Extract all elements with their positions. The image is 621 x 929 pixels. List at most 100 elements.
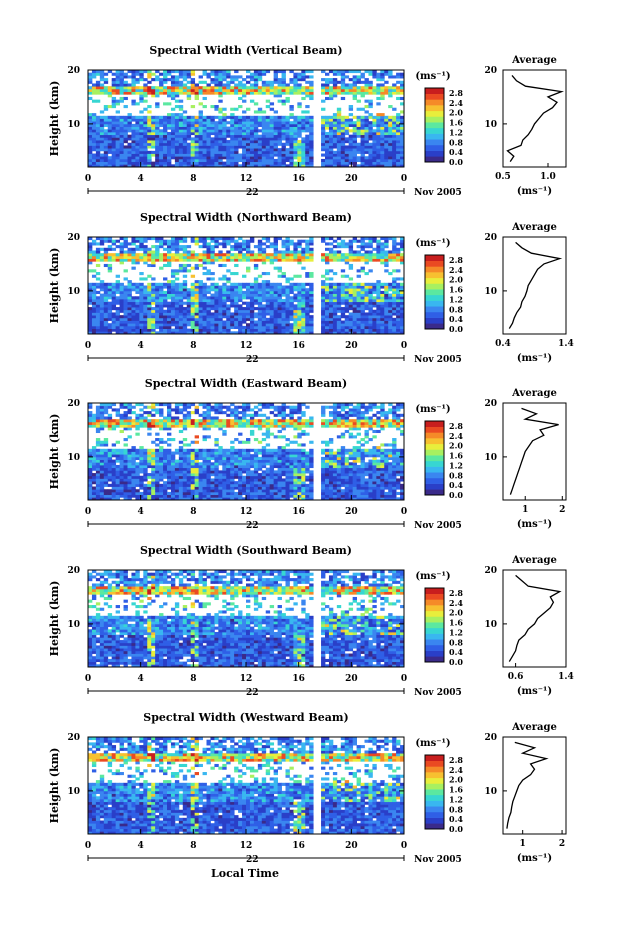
heatmap-cell [321,298,326,303]
heatmap-cell [392,148,397,152]
heatmap-cell [380,137,385,141]
heatmap-cell [356,288,361,292]
heatmap-cell [384,150,389,154]
heatmap-cell [309,288,314,292]
heatmap-cell [328,304,334,308]
heatmap-cell [99,421,105,425]
heatmap-cell [131,473,136,477]
heatmap-cell [107,129,113,133]
heatmap-cell [111,307,117,311]
heatmap-cell [297,312,302,316]
heatmap-cell [297,242,302,246]
heatmap-cell [249,255,255,259]
heatmap-cell [269,140,275,144]
heatmap-cell [376,123,381,127]
heatmap-cell [135,454,140,458]
heatmap-cell [218,328,223,332]
heatmap-cell [400,320,405,324]
heatmap-cell [348,245,354,249]
heatmap-cell [392,288,397,292]
heatmap-cell [107,497,113,501]
heatmap-cell [163,403,168,407]
heatmap-cell [107,121,113,125]
heatmap-cell [360,118,365,122]
heatmap-cell [261,255,267,259]
panel-title: Spectral Width (Eastward Beam) [145,377,347,390]
heatmap-cell [360,123,365,127]
heatmap-cell [91,317,97,321]
heatmap-cell [289,290,294,294]
heatmap-cell [143,424,148,428]
heatmap-cell [99,411,105,415]
heatmap-cell [88,140,93,144]
heatmap-cell [115,118,120,122]
colorbar-swatch [425,150,444,157]
heatmap-cell [174,237,180,241]
heatmap-cell [202,312,207,316]
heatmap-cell [305,140,310,144]
heatmap-cell [352,158,357,163]
heatmap-cell [396,115,401,119]
heatmap-cell [265,296,271,300]
heatmap-cell [336,161,342,165]
heatmap-cell [269,296,275,300]
heatmap-cell [88,250,93,254]
heatmap-cell [281,304,286,308]
heatmap-cell [321,126,326,130]
heatmap-cell [214,258,219,262]
heatmap-cell [170,464,176,469]
heatmap-cell [336,129,342,133]
heatmap-cell [143,115,148,119]
heatmap-cell [103,293,109,297]
heatmap-cell [297,75,302,79]
heatmap-cell [123,491,128,496]
heatmap-cell [400,253,405,257]
heatmap-cell [111,83,117,87]
heatmap-cell [376,323,381,327]
heatmap-cell [332,258,338,262]
heatmap-cell [139,293,144,297]
heatmap-cell [115,331,120,335]
heatmap-cell [372,309,377,313]
heatmap-cell [190,129,196,133]
heatmap-cell [376,239,381,243]
heatmap-cell [107,315,113,319]
heatmap-cell [360,131,365,136]
heatmap-cell [249,145,255,149]
heatmap-cell [143,293,148,297]
heatmap-cell [135,483,140,487]
heatmap-cell [364,126,369,130]
heatmap-cell [99,419,105,423]
heatmap-cell [115,451,120,455]
heatmap-cell [107,269,113,273]
heatmap-cell [356,107,361,111]
heatmap-cell [135,153,140,157]
heatmap-cell [139,481,144,485]
heatmap-cell [309,274,314,278]
heatmap-cell [344,325,350,330]
heatmap-cell [388,161,393,165]
heatmap-cell [174,156,180,160]
heatmap-cell [151,421,156,425]
heatmap-cell [131,266,136,270]
heatmap-cell [159,290,164,294]
heatmap-cell [261,237,267,241]
heatmap-cell [174,467,180,471]
heatmap-cell [131,486,136,490]
heatmap-cell [238,312,243,316]
heatmap-cell [103,416,109,420]
heatmap-cell [178,325,184,330]
colorbar-tick-label: 2.8 [449,255,463,265]
heatmap-cell [103,153,109,157]
heatmap-cell [111,282,117,286]
heatmap-cell [246,107,251,111]
heatmap-cell [174,94,180,98]
heatmap-cell [364,328,369,332]
heatmap-cell [190,118,196,122]
heatmap-cell [119,483,124,487]
heatmap-cell [151,282,156,286]
heatmap-cell [123,470,128,474]
heatmap-cell [111,131,117,136]
heatmap-cell [257,164,263,168]
heatmap-cell [246,142,251,146]
